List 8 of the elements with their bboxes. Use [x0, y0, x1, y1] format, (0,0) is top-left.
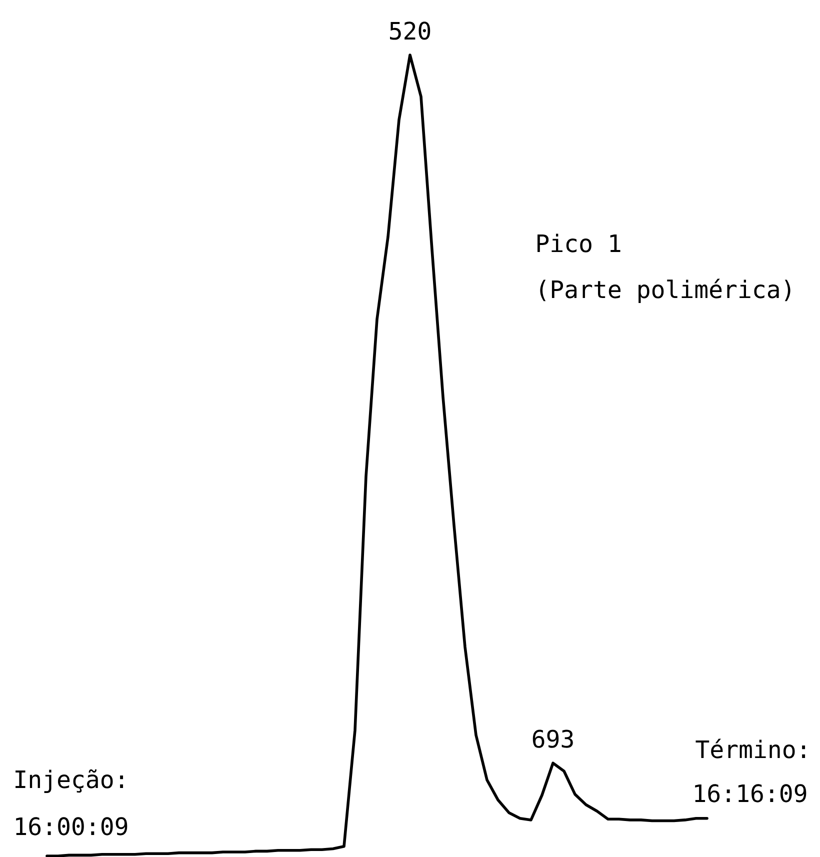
annotation: 16:16:09: [695, 784, 806, 802]
annotation: Pico 1: [538, 234, 620, 252]
annotation: Injeção:: [16, 769, 124, 793]
annotation: Término:: [696, 738, 806, 758]
annotation: (Parte polimérica): [540, 278, 790, 303]
annotation: 16:00:09: [16, 817, 128, 836]
annotation: 520: [390, 22, 430, 40]
annotation: 693: [532, 730, 573, 748]
